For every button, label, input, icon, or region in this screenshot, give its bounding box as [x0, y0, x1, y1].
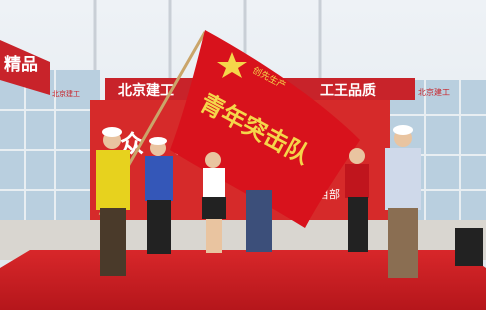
speaker — [455, 228, 483, 266]
banner-text: 北京建工 — [118, 82, 174, 99]
person — [246, 190, 272, 252]
logo-text: 北京建工 — [52, 89, 80, 98]
banner-text: 精品 — [4, 54, 38, 75]
logo-text: 北京建工 — [418, 87, 450, 97]
banner-text: 工王品质 — [320, 82, 376, 99]
photo: 精品 北京建工 北京建工 工王品质 北京建工 众 成 目部 创先生产 青年突击队 — [0, 0, 486, 310]
